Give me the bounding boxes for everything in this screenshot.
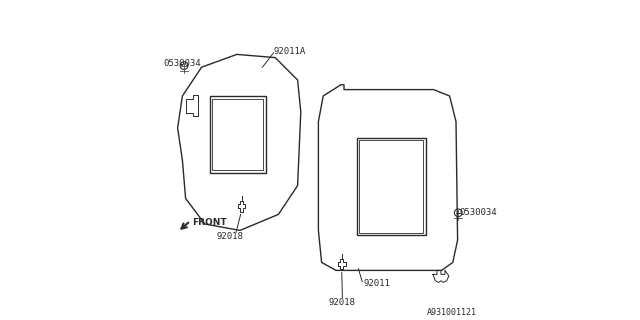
Bar bbox=[210, 96, 266, 173]
Bar bbox=[360, 140, 423, 233]
Text: 0530034: 0530034 bbox=[460, 208, 497, 217]
Text: A931001121: A931001121 bbox=[427, 308, 477, 317]
Bar bbox=[212, 99, 263, 170]
Text: 92011A: 92011A bbox=[274, 47, 306, 56]
Text: 92018: 92018 bbox=[217, 232, 244, 241]
Text: 92018: 92018 bbox=[329, 298, 356, 307]
Text: FRONT: FRONT bbox=[192, 218, 227, 227]
Bar bbox=[357, 138, 426, 235]
Text: 92011: 92011 bbox=[364, 279, 390, 288]
Text: 0530034: 0530034 bbox=[163, 60, 201, 68]
